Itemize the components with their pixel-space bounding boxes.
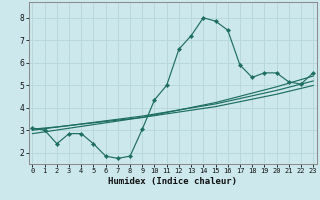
X-axis label: Humidex (Indice chaleur): Humidex (Indice chaleur) [108,177,237,186]
